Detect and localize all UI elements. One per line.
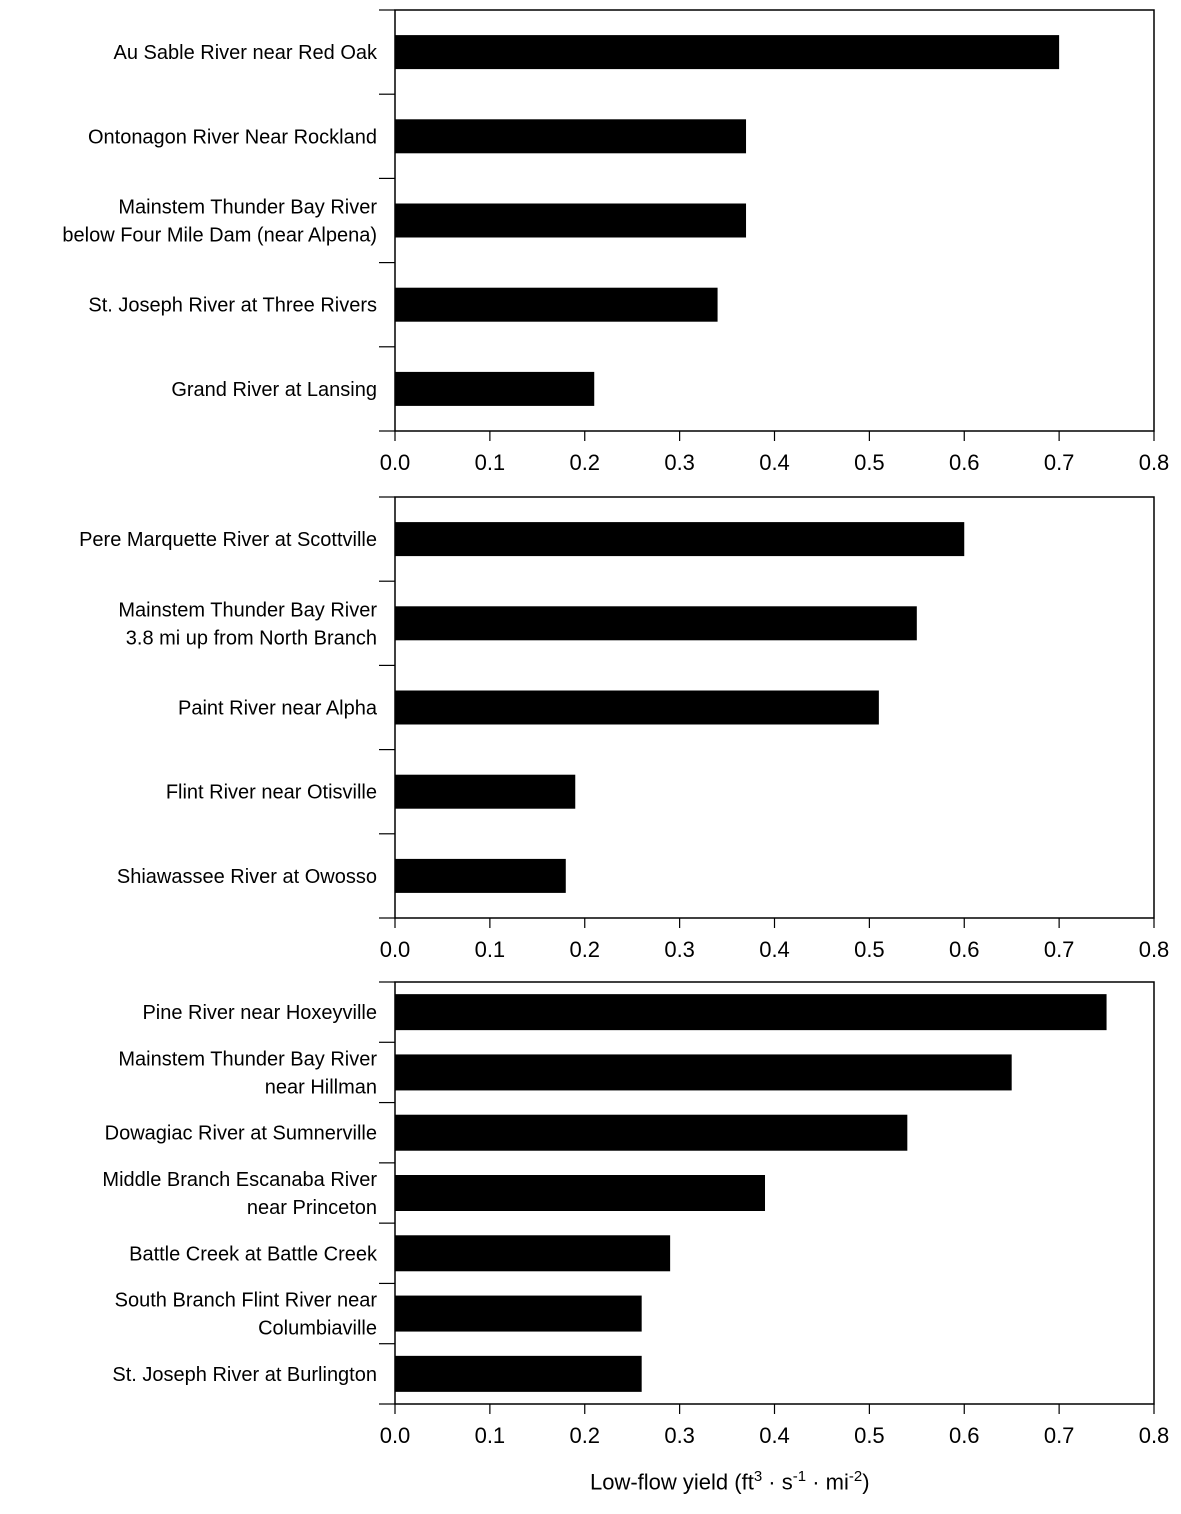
bar-3-3 bbox=[395, 1114, 908, 1151]
category-label-3-6: South Branch Flint River near Columbiavil… bbox=[115, 1290, 378, 1340]
category-label-3-4: Middle Branch Escanaba River near Princet… bbox=[102, 1169, 377, 1219]
bar-1-4 bbox=[395, 287, 718, 322]
x-axis-label: Low-flow yield (ft3 · s-1 · mi-2) bbox=[590, 1468, 870, 1495]
x-axis-label-sup-2: -1 bbox=[792, 1468, 807, 1485]
x-tick-label-2-4: 0.4 bbox=[759, 937, 790, 962]
x-tick-label-2-3: 0.3 bbox=[664, 937, 695, 962]
category-label-1-4: St. Joseph River at Three Rivers bbox=[88, 295, 377, 317]
bar-1-2 bbox=[395, 119, 747, 154]
bar-2-1 bbox=[395, 522, 965, 557]
category-label-2-3: Paint River near Alpha bbox=[178, 698, 378, 720]
x-tick-label-3-3: 0.3 bbox=[664, 1423, 695, 1448]
x-tick-label-2-7: 0.7 bbox=[1044, 937, 1075, 962]
bar-1-3 bbox=[395, 203, 747, 238]
x-tick-label-2-2: 0.2 bbox=[569, 937, 600, 962]
category-label-2-1: Pere Marquette River at Scottville bbox=[79, 529, 377, 551]
category-label-3-1: Pine River near Hoxeyville bbox=[142, 1002, 377, 1024]
category-label-1-2: Ontonagon River Near Rockland bbox=[88, 126, 377, 148]
x-tick-label-3-5: 0.5 bbox=[854, 1423, 885, 1448]
x-tick-label-3-0: 0.0 bbox=[380, 1423, 411, 1448]
bar-3-2 bbox=[395, 1054, 1012, 1091]
bar-3-4 bbox=[395, 1175, 766, 1211]
x-tick-label-1-0: 0.0 bbox=[380, 450, 411, 475]
x-tick-label-1-4: 0.4 bbox=[759, 450, 790, 475]
x-tick-label-1-1: 0.1 bbox=[475, 450, 506, 475]
x-tick-label-2-1: 0.1 bbox=[475, 937, 506, 962]
bar-2-2 bbox=[395, 606, 917, 641]
x-axis-label-mid-2: · mi bbox=[806, 1469, 849, 1495]
x-tick-label-3-1: 0.1 bbox=[475, 1423, 506, 1448]
x-tick-label-3-4: 0.4 bbox=[759, 1423, 790, 1448]
x-tick-label-1-6: 0.6 bbox=[949, 450, 980, 475]
x-tick-label-2-6: 0.6 bbox=[949, 937, 980, 962]
category-label-3-3: Dowagiac River at Sumnerville bbox=[105, 1123, 377, 1145]
bar-1-1 bbox=[395, 35, 1060, 70]
x-axis-label-sup-3: -2 bbox=[848, 1468, 863, 1485]
category-label-1-3: Mainstem Thunder Bay River below Four Mil… bbox=[62, 197, 377, 247]
x-axis-label-prefix: Low-flow yield (ft bbox=[590, 1469, 754, 1495]
bar-2-3 bbox=[395, 690, 879, 725]
bar-3-5 bbox=[395, 1235, 671, 1272]
category-label-3-7: St. Joseph River at Burlington bbox=[112, 1364, 377, 1386]
category-label-3-5: Battle Creek at Battle Creek bbox=[129, 1243, 378, 1265]
bar-2-5 bbox=[395, 858, 566, 893]
category-label-2-2: Mainstem Thunder Bay River 3.8 mi up from… bbox=[118, 599, 377, 649]
x-tick-label-1-8: 0.8 bbox=[1139, 450, 1170, 475]
x-tick-label-3-6: 0.6 bbox=[949, 1423, 980, 1448]
category-label-3-2: Mainstem Thunder Bay River near Hillman bbox=[118, 1048, 377, 1098]
bar-1-5 bbox=[395, 371, 595, 406]
x-tick-label-3-2: 0.2 bbox=[569, 1423, 600, 1448]
x-tick-label-3-8: 0.8 bbox=[1139, 1423, 1170, 1448]
x-tick-label-1-2: 0.2 bbox=[569, 450, 600, 475]
x-tick-label-2-8: 0.8 bbox=[1139, 937, 1170, 962]
x-tick-label-1-7: 0.7 bbox=[1044, 450, 1075, 475]
bar-3-6 bbox=[395, 1295, 642, 1332]
x-axis-label-mid-1: · s bbox=[762, 1469, 793, 1495]
x-axis-label-suffix: ) bbox=[862, 1469, 870, 1495]
x-tick-label-2-0: 0.0 bbox=[380, 937, 411, 962]
bar-3-1 bbox=[395, 994, 1107, 1031]
category-label-2-4: Flint River near Otisville bbox=[166, 782, 377, 804]
x-axis-label-sup-1: 3 bbox=[753, 1468, 763, 1485]
x-tick-label-2-5: 0.5 bbox=[854, 937, 885, 962]
x-tick-label-1-5: 0.5 bbox=[854, 450, 885, 475]
category-label-2-5: Shiawassee River at Owosso bbox=[117, 866, 377, 888]
bar-2-4 bbox=[395, 774, 576, 809]
category-label-1-1: Au Sable River near Red Oak bbox=[114, 42, 378, 64]
x-tick-label-3-7: 0.7 bbox=[1044, 1423, 1075, 1448]
bar-3-7 bbox=[395, 1355, 642, 1392]
category-label-1-5: Grand River at Lansing bbox=[171, 379, 377, 401]
x-tick-label-1-3: 0.3 bbox=[664, 450, 695, 475]
